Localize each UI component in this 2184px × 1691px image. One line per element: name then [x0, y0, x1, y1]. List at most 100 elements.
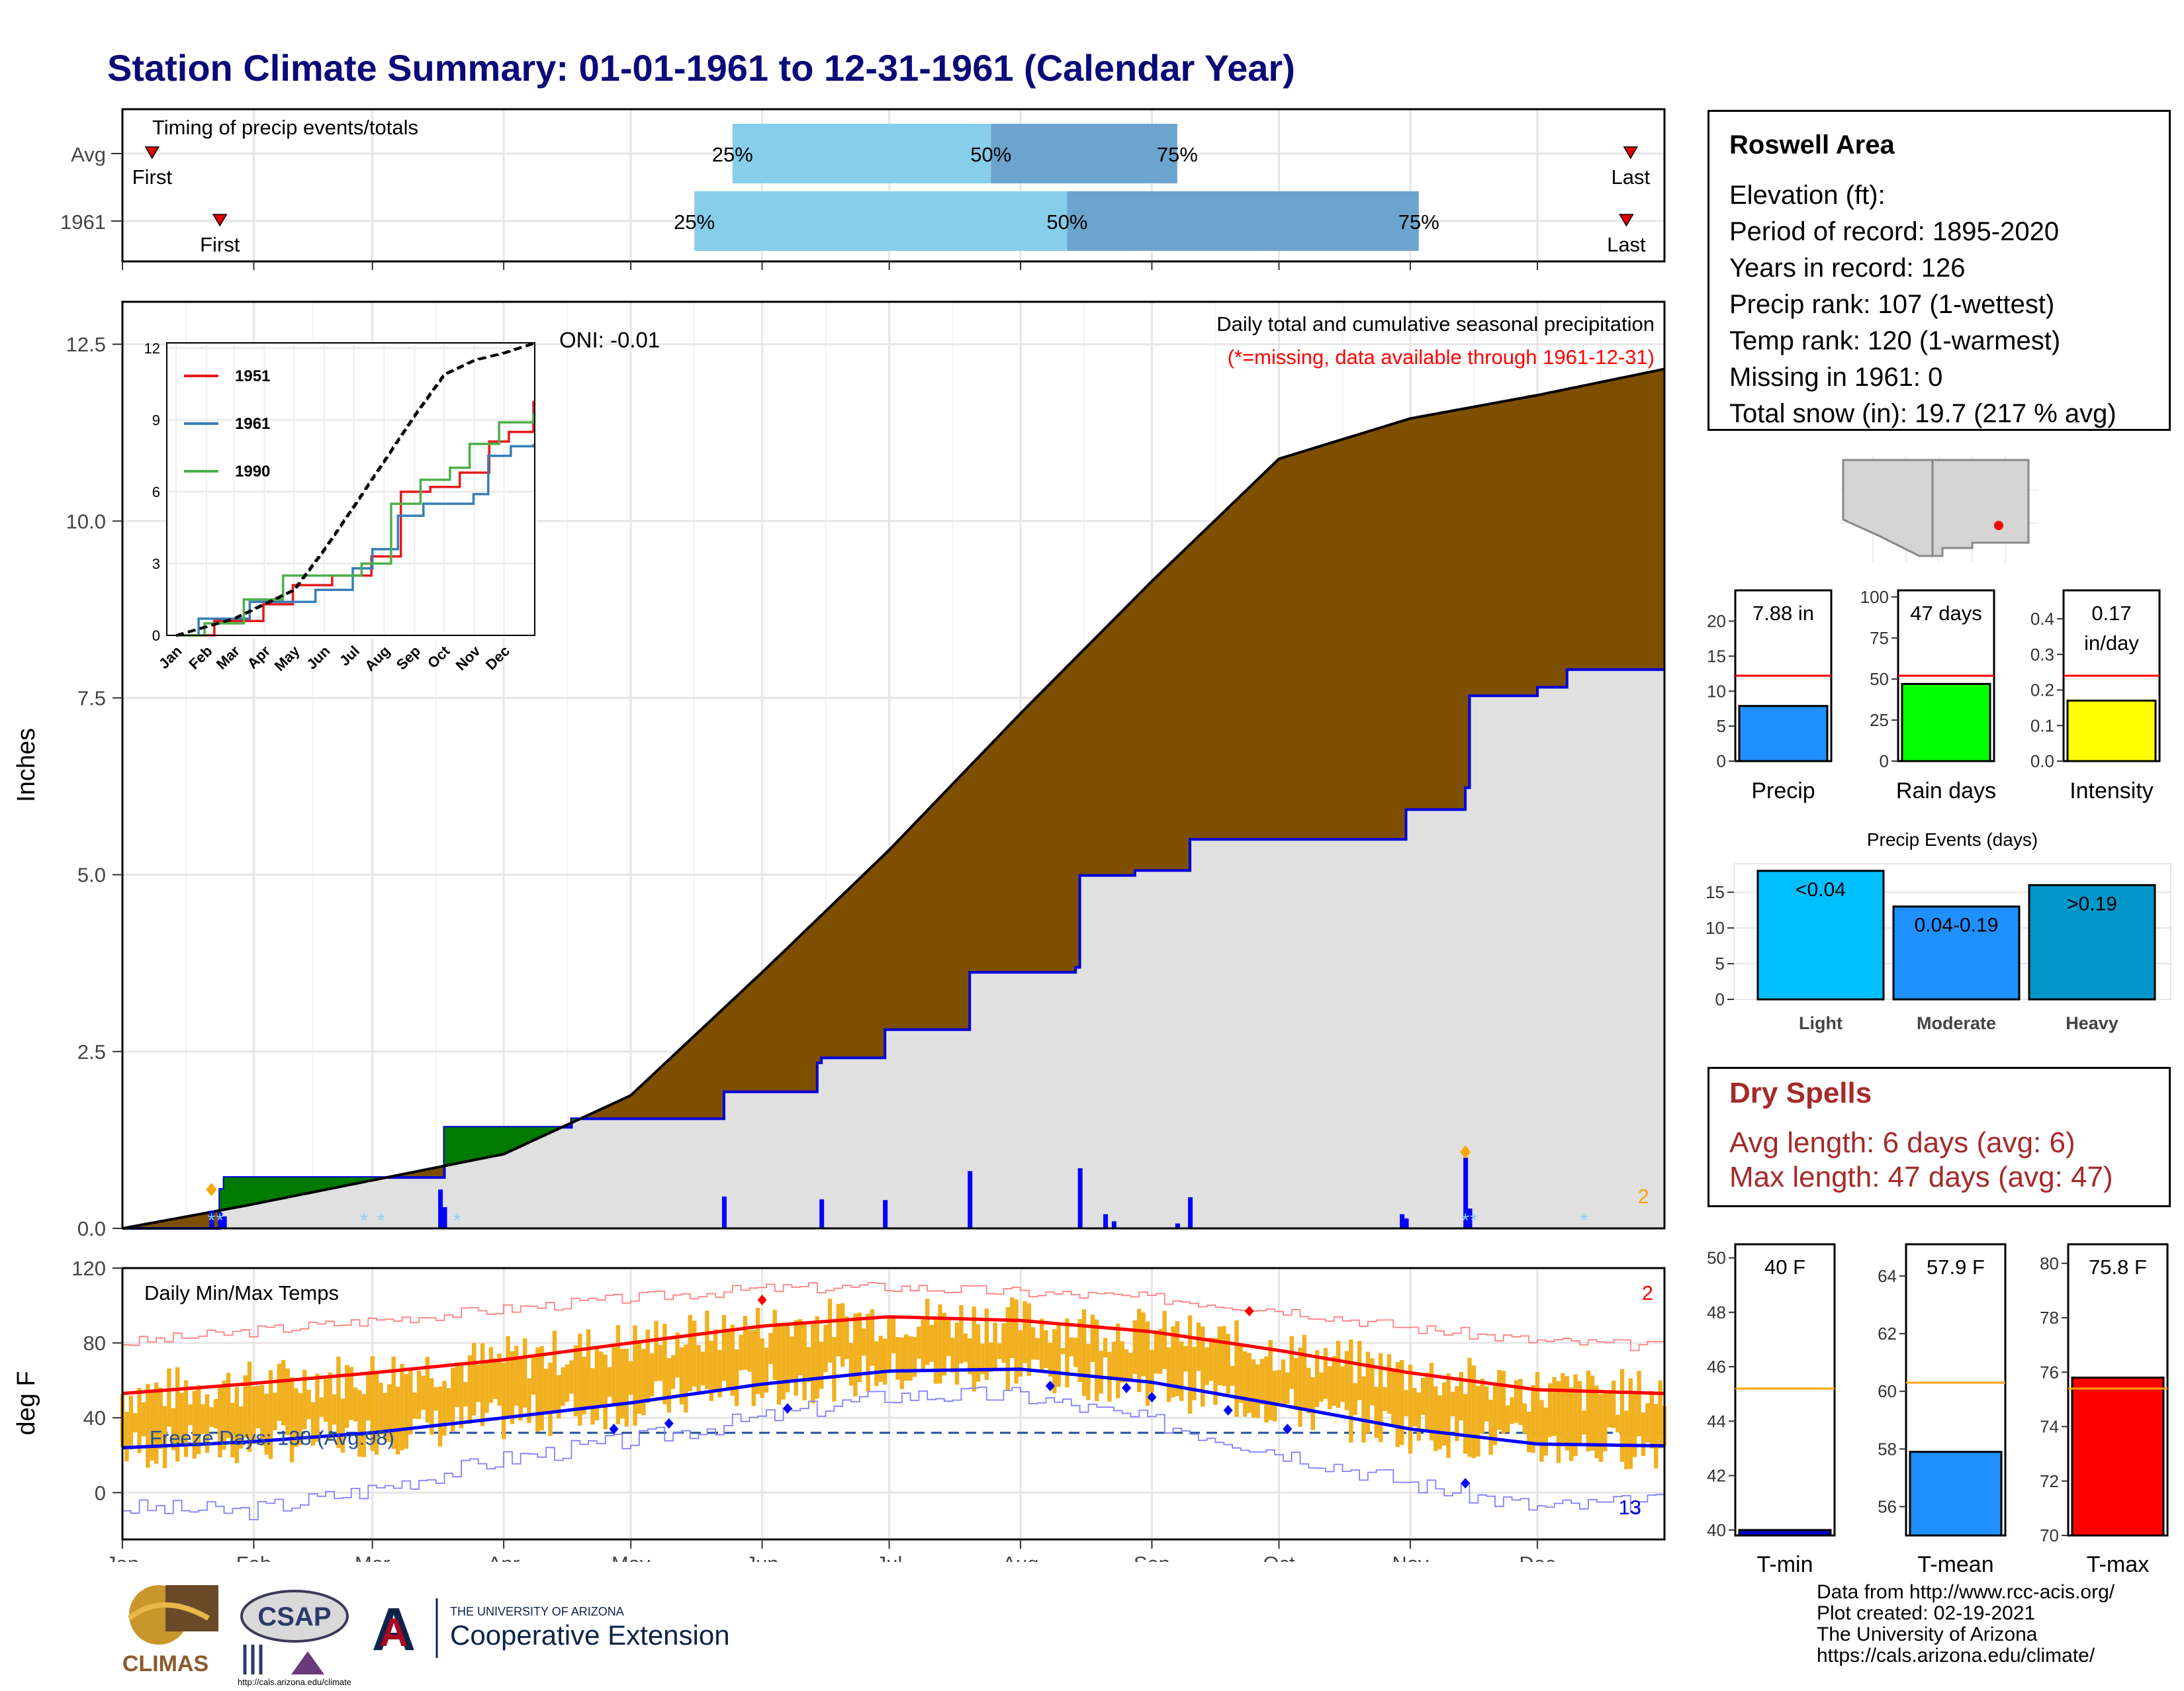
inset-month-label: Jan [156, 643, 185, 672]
daily-temp-bar [620, 1348, 625, 1419]
daily-precip-bar [883, 1200, 888, 1228]
daily-temp-bar [154, 1382, 159, 1464]
daily-temp-bar [709, 1340, 713, 1401]
daily-temp-bar [760, 1338, 764, 1398]
daily-temp-bar [1420, 1378, 1426, 1415]
record-low-marker [1147, 1392, 1157, 1403]
daily-temp-bar [522, 1338, 527, 1408]
precip-y-tick-label: 12.5 [66, 333, 106, 356]
daily-temp-bar [1577, 1381, 1582, 1445]
record-low-marker [1223, 1404, 1233, 1416]
month-label: Mar [355, 1552, 390, 1562]
daily-temp-bar [895, 1337, 900, 1380]
daily-temp-bar [289, 1377, 295, 1463]
daily-temp-bar [1264, 1356, 1269, 1423]
daily-temp-bar [679, 1347, 684, 1405]
daily-temp-bar [1179, 1341, 1184, 1401]
summary-value: 40 F [1764, 1256, 1805, 1279]
last-label: Last [1611, 165, 1650, 189]
daily-temp-bar [1480, 1378, 1484, 1434]
daily-temp-bar [501, 1362, 506, 1440]
month-label: May [612, 1552, 651, 1562]
daily-temp-bar [260, 1385, 265, 1446]
inset-month-label: Aug [361, 643, 393, 674]
daily-temp-bar [1429, 1363, 1434, 1441]
summary-label: T-max [2087, 1552, 2149, 1577]
daily-temp-bar [247, 1361, 252, 1452]
record-low-marker [1045, 1381, 1055, 1392]
daily-temp-bar [844, 1316, 849, 1359]
daily-temp-bar [1023, 1301, 1027, 1363]
daily-temp-bar [213, 1398, 218, 1429]
daily-temp-bar [124, 1412, 129, 1461]
daily-temp-bar [1501, 1371, 1506, 1434]
daily-temp-bar [340, 1398, 345, 1453]
timing-bar-25-50 [694, 191, 1068, 251]
precip-ylabel: Inches [13, 728, 40, 802]
daily-temp-bar [1441, 1382, 1447, 1446]
temp-y-tick-label: 40 [83, 1406, 106, 1430]
daily-temp-bar [1175, 1320, 1180, 1396]
daily-temp-bar [430, 1378, 434, 1435]
daily-temp-bar [192, 1391, 197, 1459]
summary-value: 47 days [1910, 602, 1982, 625]
summary-label: Intensity [2070, 778, 2154, 803]
events-category-label: Heavy [2066, 1013, 2118, 1033]
daily-temp-bar [870, 1309, 875, 1366]
daily-temp-bar [976, 1324, 981, 1382]
summary-bar-t-min [1738, 1529, 1832, 1537]
daily-temp-bar [1395, 1362, 1400, 1447]
inset-frame [166, 342, 535, 636]
summary-value: 0.17 [2091, 602, 2131, 625]
daily-temp-bar [366, 1371, 371, 1421]
daily-temp-bar [497, 1353, 502, 1406]
record-low-marker [609, 1424, 619, 1435]
daily-temp-bar [1103, 1338, 1108, 1358]
precip-daily-bars: * * * * * * * * [206, 1145, 1588, 1232]
daily-temp-bar [717, 1349, 722, 1398]
daily-temp-bar [1166, 1347, 1171, 1402]
daily-temp-bar [561, 1367, 565, 1406]
daily-temp-bar [1230, 1365, 1235, 1386]
inset-y-tick-label: 9 [152, 412, 160, 429]
credit-plot-created: Plot created: 02-19-2021 [1817, 1602, 2036, 1624]
inset-legend-label: 1961 [235, 415, 270, 433]
daily-temp-bar [472, 1343, 477, 1416]
summary-label: Rain days [1896, 778, 1996, 803]
daily-temp-bar [929, 1324, 934, 1362]
daily-temp-bar [357, 1390, 362, 1457]
inset-month-label: Sep [393, 643, 424, 673]
daily-temp-bar [353, 1387, 358, 1422]
first-marker [144, 146, 160, 160]
summary-tick-label: 100 [1860, 587, 1889, 607]
daily-temp-bar [1531, 1385, 1535, 1453]
daily-temp-bar [277, 1363, 282, 1421]
daily-temp-bar [361, 1394, 367, 1457]
last-label: Last [1607, 233, 1646, 256]
daily-temp-bar [1158, 1328, 1163, 1374]
daily-temp-bar [1361, 1376, 1366, 1443]
daily-temp-bar [993, 1322, 997, 1370]
summary-value: 7.88 in [1752, 602, 1814, 625]
daily-temp-bar [1285, 1372, 1290, 1404]
last-marker [1619, 214, 1634, 227]
daily-temp-bar [285, 1368, 290, 1436]
timing-label: Timing of precip events/totals [152, 116, 418, 139]
daily-temp-bar [1014, 1299, 1019, 1384]
summary-precip-bars: 0 5 10 15 20 Precip 7.88 in 0 25 50 75 100 Rain days… [1707, 587, 2161, 803]
summary-tick-label: 62 [1878, 1324, 1897, 1344]
daily-precip-bar [721, 1196, 727, 1228]
summary-tick-label: 25 [1870, 710, 1889, 730]
summary-bar-precip [1738, 705, 1829, 762]
daily-temp-bar [1238, 1346, 1244, 1403]
daily-temp-bar [954, 1322, 960, 1385]
summary-tick-label: 70 [2040, 1526, 2059, 1545]
daily-temp-bar [162, 1406, 167, 1469]
events-tick-label: 0 [1715, 989, 1725, 1009]
daily-temp-bar [1615, 1414, 1620, 1433]
temp-grid [121, 1267, 1664, 1539]
precip-y-axis: 0.0 2.5 5.0 7.5 10.0 12.5 [66, 333, 122, 1240]
first-label: First [132, 165, 173, 189]
daily-temp-bar [1467, 1357, 1472, 1457]
